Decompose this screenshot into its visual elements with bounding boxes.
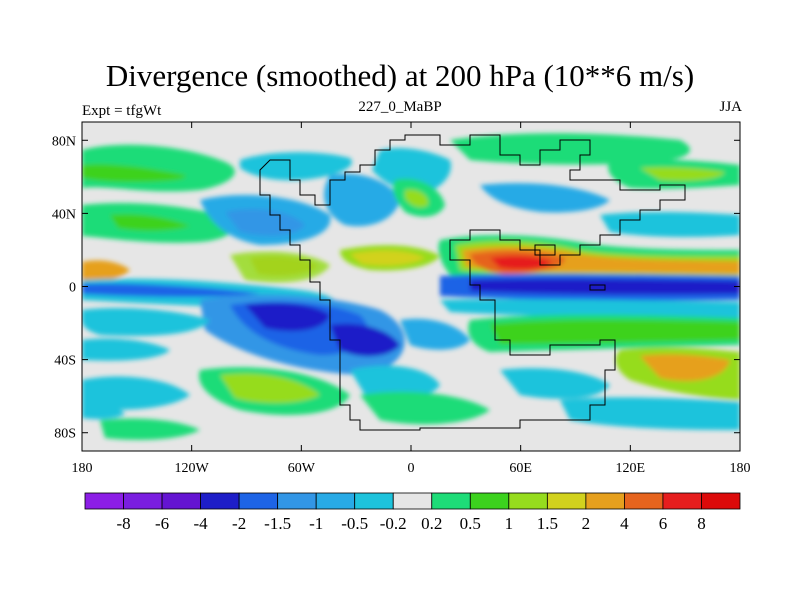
contour-region — [82, 376, 190, 410]
contour-region — [220, 373, 320, 403]
colorbar-label: 2 — [582, 514, 591, 533]
contour-region — [82, 308, 210, 337]
contour-region — [490, 255, 552, 270]
colorbar-label: -6 — [155, 514, 169, 533]
contour-region — [405, 189, 429, 208]
colorbar-swatch — [431, 492, 471, 510]
continent-outline — [534, 244, 556, 256]
contour-region — [440, 299, 740, 318]
season-label: JJA — [719, 99, 742, 115]
colorbar-label: 0.5 — [460, 514, 481, 533]
colorbar-label: 1 — [505, 514, 514, 533]
contour-region — [490, 320, 740, 344]
continent-outline — [259, 134, 686, 431]
colorbar-label: 0.2 — [421, 514, 442, 533]
contour-region — [500, 368, 610, 399]
colorbar-label: 1.5 — [537, 514, 558, 533]
x-axis: 180 120W 60W 0 60E 120E 180 — [72, 122, 751, 476]
x-tick-label: 60E — [509, 461, 532, 476]
contour-region — [82, 260, 130, 281]
contour-region — [350, 250, 425, 266]
colorbar-swatch — [546, 492, 587, 510]
contour-region — [600, 211, 740, 237]
contour-region — [360, 391, 490, 425]
chart-title: Divergence (smoothed) at 200 hPa (10**6 … — [105, 58, 695, 93]
y-axis: 80N 40N 0 40S 80S — [52, 134, 740, 442]
contour-region — [82, 164, 186, 182]
colorbar-swatch — [392, 492, 433, 510]
colorbar-swatch — [354, 492, 394, 510]
contour-region — [82, 404, 125, 420]
contour-region — [480, 183, 610, 213]
contour-region — [110, 214, 190, 231]
x-tick-label: 0 — [408, 461, 415, 476]
colorbar-swatch — [624, 492, 664, 510]
colorbar-label: 6 — [659, 514, 668, 533]
x-tick-label: 60W — [288, 461, 316, 476]
contour-field — [82, 133, 740, 440]
period-label: 227_0_MaBP — [358, 99, 442, 115]
colorbar-swatch — [161, 492, 201, 510]
colorbar-label: 8 — [697, 514, 706, 533]
contour-region — [560, 397, 740, 430]
contour-region — [640, 354, 730, 381]
colorbar-swatch — [238, 492, 279, 510]
colorbar-label: -0.2 — [380, 514, 407, 533]
colorbar-swatch — [662, 492, 702, 510]
contour-region — [450, 133, 690, 165]
y-tick-label: 80N — [52, 134, 76, 149]
contour-region — [400, 318, 470, 350]
colorbar-swatch — [84, 492, 124, 510]
y-tick-label: 40S — [54, 354, 76, 369]
x-tick-label: 120W — [175, 461, 210, 476]
contour-region — [640, 167, 725, 181]
y-tick-label: 0 — [69, 281, 76, 296]
contour-region — [330, 323, 400, 357]
y-tick-label: 80S — [54, 427, 76, 442]
contour-region — [100, 418, 200, 440]
contour-region — [230, 251, 330, 283]
colorbar-swatch — [277, 492, 317, 510]
colorbar-swatch — [469, 492, 510, 510]
colorbar-label: 4 — [620, 514, 629, 533]
x-tick-label: 180 — [72, 461, 93, 476]
colorbar-label: -8 — [116, 514, 130, 533]
x-tick-label: 120E — [616, 461, 646, 476]
contour-region — [324, 173, 400, 227]
continent-outline — [589, 284, 606, 291]
contour-region — [82, 283, 260, 297]
contour-region — [372, 148, 451, 195]
contour-region — [245, 302, 330, 332]
x-tick-label: 180 — [730, 461, 751, 476]
experiment-label: Expt = tfgWt — [82, 103, 162, 119]
colorbar-swatch — [315, 492, 356, 510]
contour-region — [225, 208, 305, 236]
colorbar-label: -1 — [309, 514, 323, 533]
colorbar: -8 -6 -4 -2 -1.5 -1 -0.5 -0.2 0.2 0.5 1 1.5 2 4 6 8 — [84, 492, 741, 533]
contour-region — [350, 365, 440, 399]
colorbar-swatch — [701, 492, 741, 510]
contour-region — [240, 152, 352, 181]
colorbar-label: -2 — [232, 514, 246, 533]
colorbar-swatch — [123, 492, 163, 510]
colorbar-label: -4 — [194, 514, 209, 533]
colorbar-swatch — [508, 492, 548, 510]
contour-region — [82, 338, 170, 361]
colorbar-swatch — [585, 492, 625, 510]
y-tick-label: 40N — [52, 207, 76, 222]
colorbar-label: -1.5 — [264, 514, 291, 533]
colorbar-swatch — [200, 492, 240, 510]
colorbar-label: -0.5 — [341, 514, 368, 533]
